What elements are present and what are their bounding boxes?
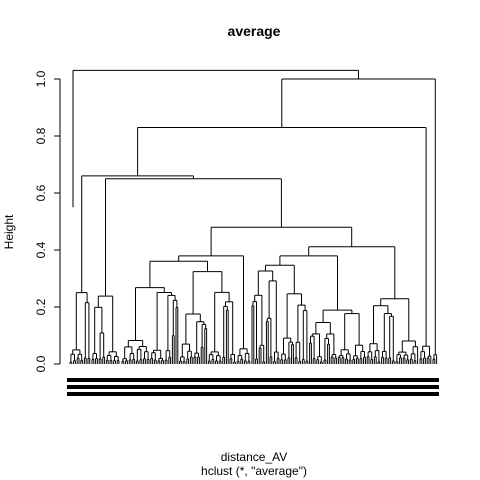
y-tick-label: 1.0 <box>34 70 48 87</box>
leaf-label-band <box>67 378 439 382</box>
y-tick-label: 0.8 <box>34 127 48 144</box>
chart-title: average <box>228 23 281 39</box>
subtitle: hclust (*, "average") <box>201 464 307 478</box>
y-tick-label: 0.2 <box>34 298 48 315</box>
leaf-label-band <box>67 385 439 389</box>
x-axis-label: distance_AV <box>221 450 288 464</box>
y-tick-label: 0.4 <box>34 241 48 258</box>
y-axis-label: Height <box>2 214 16 249</box>
leaf-labels <box>67 378 439 396</box>
dendrogram-tree <box>69 69 438 364</box>
y-tick-label: 0.6 <box>34 184 48 201</box>
y-tick-label: 0.0 <box>34 355 48 372</box>
leaf-label-band <box>67 392 439 396</box>
y-axis: 0.0 0.2 0.4 0.6 0.8 1.0 <box>34 70 61 372</box>
